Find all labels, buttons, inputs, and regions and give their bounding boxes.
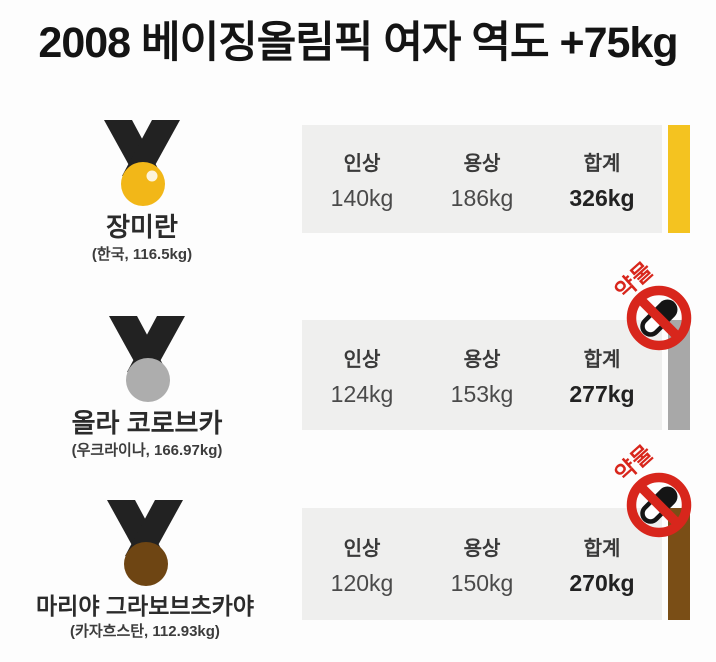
stats-panel-bronze: 인상 용상 합계 120kg 150kg 270kg xyxy=(302,508,662,620)
clean-jerk-label: 용상 xyxy=(463,152,501,175)
medalist-gold-block: 장미란 (한국, 116.5kg) xyxy=(2,120,282,264)
snatch-value: 140kg xyxy=(330,184,394,211)
total-value: 326kg xyxy=(569,184,635,211)
snatch-label: 인상 xyxy=(343,152,381,175)
medalist-bronze-block: 마리야 그라보브츠카야 (카자흐스탄, 112.93kg) xyxy=(5,500,285,641)
total-label: 합계 xyxy=(583,348,621,371)
snatch-value: 120kg xyxy=(330,569,394,596)
medalist-silver-block: 올라 코로브카 (우크라이나, 166.97kg) xyxy=(7,316,287,460)
clean-jerk-value: 150kg xyxy=(450,569,514,596)
medalist-name: 올라 코로브카 xyxy=(71,408,223,438)
bronze-medal-icon xyxy=(107,500,183,586)
medalist-country-weight: (카자흐스탄, 112.93kg) xyxy=(70,623,220,641)
total-label: 합계 xyxy=(583,537,621,560)
silver-medal-icon xyxy=(109,316,185,402)
gold-medal-icon xyxy=(104,120,180,206)
medalist-country-weight: (우크라이나, 166.97kg) xyxy=(71,442,223,460)
medalist-name: 마리야 그라보브츠카야 xyxy=(36,593,254,619)
snatch-label: 인상 xyxy=(343,348,381,371)
total-value: 277kg xyxy=(569,380,635,407)
total-label: 합계 xyxy=(583,152,621,175)
clean-jerk-value: 186kg xyxy=(450,184,514,211)
medalist-country-weight: (한국, 116.5kg) xyxy=(91,246,193,264)
medalist-name: 장미란 xyxy=(106,212,178,242)
stats-panel-gold: 인상 용상 합계 140kg 186kg 326kg xyxy=(302,125,662,233)
total-value: 270kg xyxy=(569,569,635,596)
stats-panel-silver: 인상 용상 합계 124kg 153kg 277kg xyxy=(302,320,662,430)
silver-rank-bar xyxy=(668,320,690,430)
doping-badge-bronze: 약물 xyxy=(598,438,716,538)
no-drugs-icon xyxy=(626,472,692,543)
clean-jerk-label: 용상 xyxy=(463,348,501,371)
doping-badge-silver: 약물 xyxy=(598,255,716,355)
no-drugs-icon xyxy=(626,285,692,356)
gold-rank-bar xyxy=(668,125,690,233)
snatch-label: 인상 xyxy=(343,537,381,560)
page-title: 2008 베이징올림픽 여자 역도 +75kg xyxy=(38,19,678,67)
bronze-rank-bar xyxy=(668,508,690,620)
clean-jerk-value: 153kg xyxy=(450,380,514,407)
snatch-value: 124kg xyxy=(330,380,394,407)
clean-jerk-label: 용상 xyxy=(463,537,501,560)
